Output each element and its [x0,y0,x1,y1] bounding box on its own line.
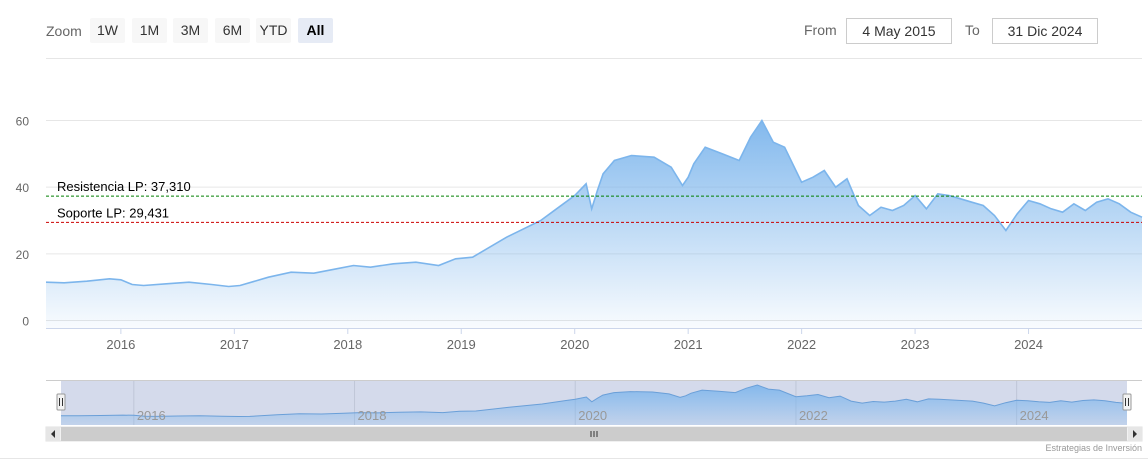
x-tick-label: 2019 [447,337,476,352]
zoom-label: Zoom [46,23,82,39]
x-tick-label: 2020 [560,337,589,352]
arrow-right-icon [1133,430,1137,438]
x-tick-label: 2024 [1014,337,1043,352]
x-tick-label: 2021 [674,337,703,352]
y-tick-label: 20 [16,248,30,262]
navigator-tick-label: 2024 [1020,408,1049,423]
navigator-right-handle-body [1122,393,1132,411]
support-label: Soporte LP: 29,431 [57,205,169,220]
y-tick-label: 60 [16,115,30,129]
to-date-input[interactable]: 31 Dic 2024 [992,18,1098,44]
from-label: From [804,22,837,38]
navigator-right-handle[interactable] [1122,393,1132,411]
to-label: To [965,22,980,38]
navigator-area [61,385,1127,425]
credits: Estrategias de Inversión [1045,443,1142,453]
zoom-button-ytd[interactable]: YTD [256,18,291,43]
x-tick-label: 2016 [106,337,135,352]
scroll-left-button[interactable] [46,427,60,441]
zoom-button-6m[interactable]: 6M [215,18,250,43]
from-date-input[interactable]: 4 May 2015 [846,18,952,44]
arrow-left-icon [51,430,55,438]
y-tick-label: 40 [16,181,30,195]
navigator-tick-label: 2020 [578,408,607,423]
navigator-tick-label: 2022 [799,408,828,423]
x-tick-label: 2023 [901,337,930,352]
x-tick-label: 2022 [787,337,816,352]
navigator-tick-label: 2018 [358,408,387,423]
navigator-tick-label: 2016 [137,408,166,423]
x-tick-label: 2017 [220,337,249,352]
y-tick-label: 0 [22,315,29,329]
zoom-button-all[interactable]: All [298,18,333,43]
zoom-button-3m[interactable]: 3M [173,18,208,43]
zoom-button-1w[interactable]: 1W [90,18,125,43]
zoom-button-1m[interactable]: 1M [132,18,167,43]
x-tick-label: 2018 [333,337,362,352]
navigator-left-handle[interactable] [56,393,66,411]
navigator-line [60,384,1128,418]
scrollbar [45,426,1143,442]
bottom-divider [0,458,1148,459]
navigator-left-handle-body [56,393,66,411]
price-area [46,120,1142,328]
scroll-right-button[interactable] [1128,427,1142,441]
resistance-label: Resistencia LP: 37,310 [57,179,191,194]
